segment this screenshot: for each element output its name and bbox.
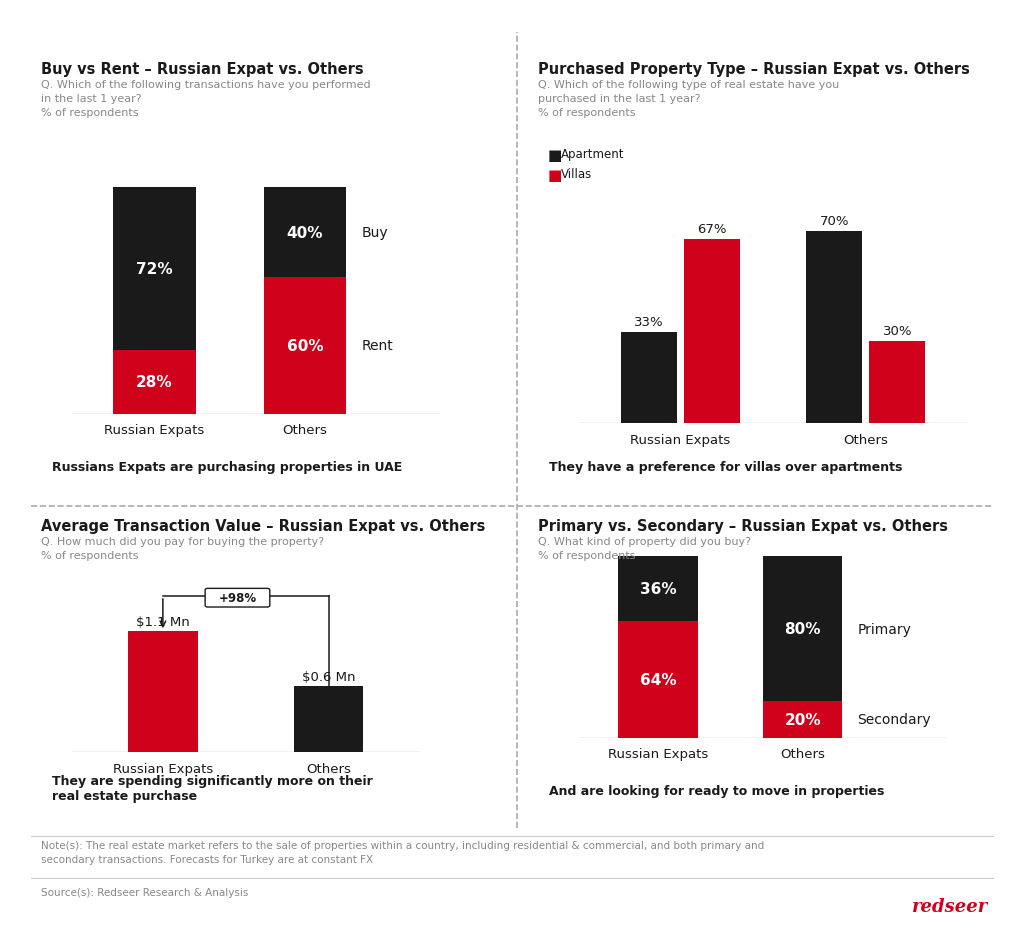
- Text: ■: ■: [548, 148, 562, 163]
- Text: 20%: 20%: [784, 712, 821, 727]
- Text: 72%: 72%: [136, 262, 173, 276]
- Text: 33%: 33%: [634, 316, 664, 329]
- Text: +98%: +98%: [218, 591, 257, 605]
- Text: Rent: Rent: [362, 339, 394, 353]
- Text: Primary vs. Secondary – Russian Expat vs. Others: Primary vs. Secondary – Russian Expat vs…: [538, 519, 947, 534]
- Text: Buy vs Rent – Russian Expat vs. Others: Buy vs Rent – Russian Expat vs. Others: [41, 62, 364, 77]
- Text: They have a preference for villas over apartments: They have a preference for villas over a…: [549, 461, 902, 474]
- Text: Russians Expats are purchasing properties in UAE: Russians Expats are purchasing propertie…: [51, 461, 401, 474]
- Text: 70%: 70%: [819, 214, 849, 228]
- Text: Q. What kind of property did you buy?
% of respondents: Q. What kind of property did you buy? % …: [538, 537, 751, 561]
- Bar: [113, 350, 196, 414]
- Text: Q. How much did you pay for buying the property?
% of respondents: Q. How much did you pay for buying the p…: [41, 537, 324, 561]
- Text: Source(s): Redseer Research & Analysis: Source(s): Redseer Research & Analysis: [41, 887, 249, 897]
- Text: 80%: 80%: [784, 622, 821, 637]
- Text: And are looking for ready to move in properties: And are looking for ready to move in pro…: [549, 784, 885, 798]
- Text: Secondary: Secondary: [857, 713, 931, 726]
- Bar: [763, 702, 843, 738]
- Bar: [618, 622, 697, 738]
- Text: 67%: 67%: [697, 223, 727, 236]
- Bar: [807, 231, 862, 424]
- Bar: [113, 188, 196, 350]
- Text: ■: ■: [548, 168, 562, 183]
- Text: $1.1 Mn: $1.1 Mn: [136, 615, 189, 628]
- Text: Note(s): The real estate market refers to the sale of properties within a countr: Note(s): The real estate market refers t…: [41, 840, 764, 863]
- Text: Purchased Property Type – Russian Expat vs. Others: Purchased Property Type – Russian Expat …: [538, 62, 970, 77]
- Bar: [618, 557, 697, 622]
- Bar: [684, 240, 739, 424]
- Text: 36%: 36%: [640, 582, 677, 597]
- Bar: [263, 188, 346, 278]
- Text: They are spending significantly more on their
real estate purchase: They are spending significantly more on …: [51, 774, 373, 803]
- Bar: [622, 333, 677, 424]
- Text: 30%: 30%: [883, 325, 912, 337]
- Bar: [763, 557, 843, 702]
- Bar: [294, 686, 364, 752]
- Text: 28%: 28%: [136, 375, 173, 390]
- Bar: [128, 631, 198, 752]
- Text: 60%: 60%: [287, 339, 324, 353]
- Text: 64%: 64%: [640, 672, 677, 687]
- Text: Q. Which of the following transactions have you performed
in the last 1 year?
% : Q. Which of the following transactions h…: [41, 80, 371, 118]
- Text: Apartment: Apartment: [561, 148, 625, 161]
- Text: Q. Which of the following type of real estate have you
purchased in the last 1 y: Q. Which of the following type of real e…: [538, 80, 839, 118]
- Bar: [869, 342, 925, 424]
- Text: 40%: 40%: [287, 226, 324, 240]
- Text: Buy: Buy: [362, 226, 389, 240]
- Text: redseer: redseer: [912, 897, 988, 915]
- Text: Villas: Villas: [561, 168, 593, 181]
- Text: Average Transaction Value – Russian Expat vs. Others: Average Transaction Value – Russian Expa…: [41, 519, 485, 534]
- Text: $0.6 Mn: $0.6 Mn: [302, 670, 355, 683]
- FancyBboxPatch shape: [205, 588, 269, 607]
- Bar: [263, 278, 346, 414]
- Text: Primary: Primary: [857, 622, 911, 636]
